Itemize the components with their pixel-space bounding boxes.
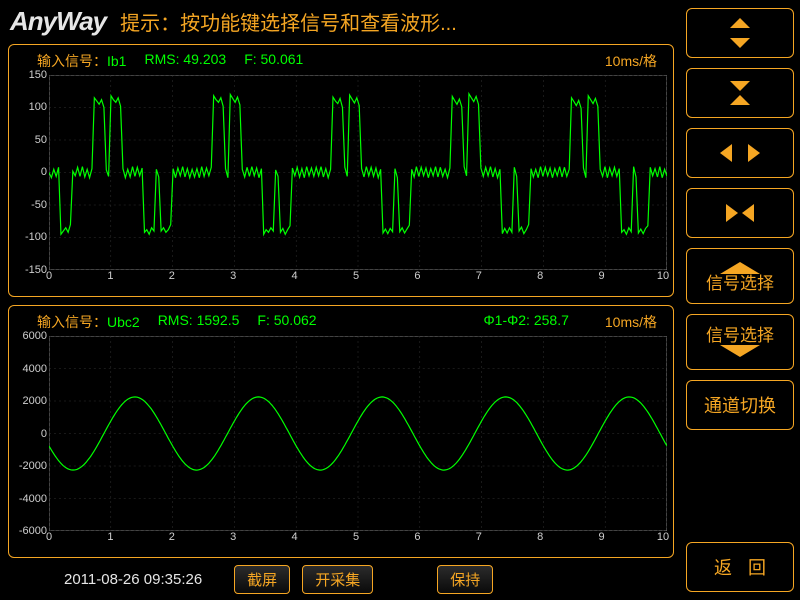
expand-horizontal-button[interactable] — [686, 128, 794, 178]
chart2-rms: RMS: 1592.5 — [158, 312, 240, 332]
channel-switch-button[interactable]: 通道切换 — [686, 380, 794, 430]
chart2-timediv: 10ms/格 — [605, 312, 657, 332]
chart1-timediv: 10ms/格 — [605, 51, 657, 71]
screenshot-button[interactable]: 截屏 — [234, 565, 290, 594]
chart1-signal-prefix: 输入信号： — [37, 53, 107, 69]
signal-select-up-button[interactable]: 信号选择 — [686, 248, 794, 304]
signal-select-down-button[interactable]: 信号选择 — [686, 314, 794, 370]
chart1-header: 输入信号：Ib1 RMS: 49.203 F: 50.061 10ms/格 — [15, 49, 667, 75]
chart1-area: -150-100-50050100150 012345678910 — [15, 75, 667, 285]
chart1-panel: 输入信号：Ib1 RMS: 49.203 F: 50.061 10ms/格 -1… — [8, 44, 674, 297]
compress-vertical-button[interactable] — [686, 68, 794, 118]
hint-text: 提示：按功能键选择信号和查看波形... — [120, 7, 457, 36]
chart2-header: 输入信号：Ubc2 RMS: 1592.5 F: 50.062 Φ1-Φ2: 2… — [15, 310, 667, 336]
sidebar: 信号选择 信号选择 通道切换 返回 — [680, 0, 800, 600]
compress-horizontal-button[interactable] — [686, 188, 794, 238]
arrow-left-right-in-icon — [718, 201, 762, 225]
chart1-f: F: 50.061 — [244, 51, 303, 71]
triangle-up-icon — [718, 261, 762, 275]
chart2-area: -6000-4000-20000200040006000 01234567891… — [15, 336, 667, 546]
back-button[interactable]: 返回 — [686, 542, 794, 592]
chart2-panel: 输入信号：Ubc2 RMS: 1592.5 F: 50.062 Φ1-Φ2: 2… — [8, 305, 674, 558]
hold-button[interactable]: 保持 — [437, 565, 493, 594]
footer: 2011-08-26 09:35:26 截屏 开采集 保持 — [6, 562, 676, 596]
chart1-rms: RMS: 49.203 — [144, 51, 226, 71]
signal-select-label-1: 信号选择 — [706, 275, 774, 292]
arrow-left-right-out-icon — [718, 141, 762, 165]
arrow-up-down-in-icon — [720, 76, 760, 110]
expand-vertical-button[interactable] — [686, 8, 794, 58]
chart2-signal-name: Ubc2 — [107, 314, 140, 330]
chart2-signal-prefix: 输入信号： — [37, 314, 107, 330]
logo: AnyWay — [10, 6, 106, 37]
triangle-down-icon — [718, 344, 762, 358]
signal-select-label-2: 信号选择 — [706, 327, 774, 344]
header: AnyWay 提示：按功能键选择信号和查看波形... — [6, 4, 676, 40]
timestamp: 2011-08-26 09:35:26 — [64, 571, 202, 588]
chart1-signal-name: Ib1 — [107, 53, 126, 69]
back-label: 返回 — [698, 554, 782, 580]
chart2-f: F: 50.062 — [257, 312, 316, 332]
chart2-phi: Φ1-Φ2: 258.7 — [483, 312, 568, 332]
start-capture-button[interactable]: 开采集 — [302, 565, 373, 594]
arrow-up-down-out-icon — [720, 16, 760, 50]
